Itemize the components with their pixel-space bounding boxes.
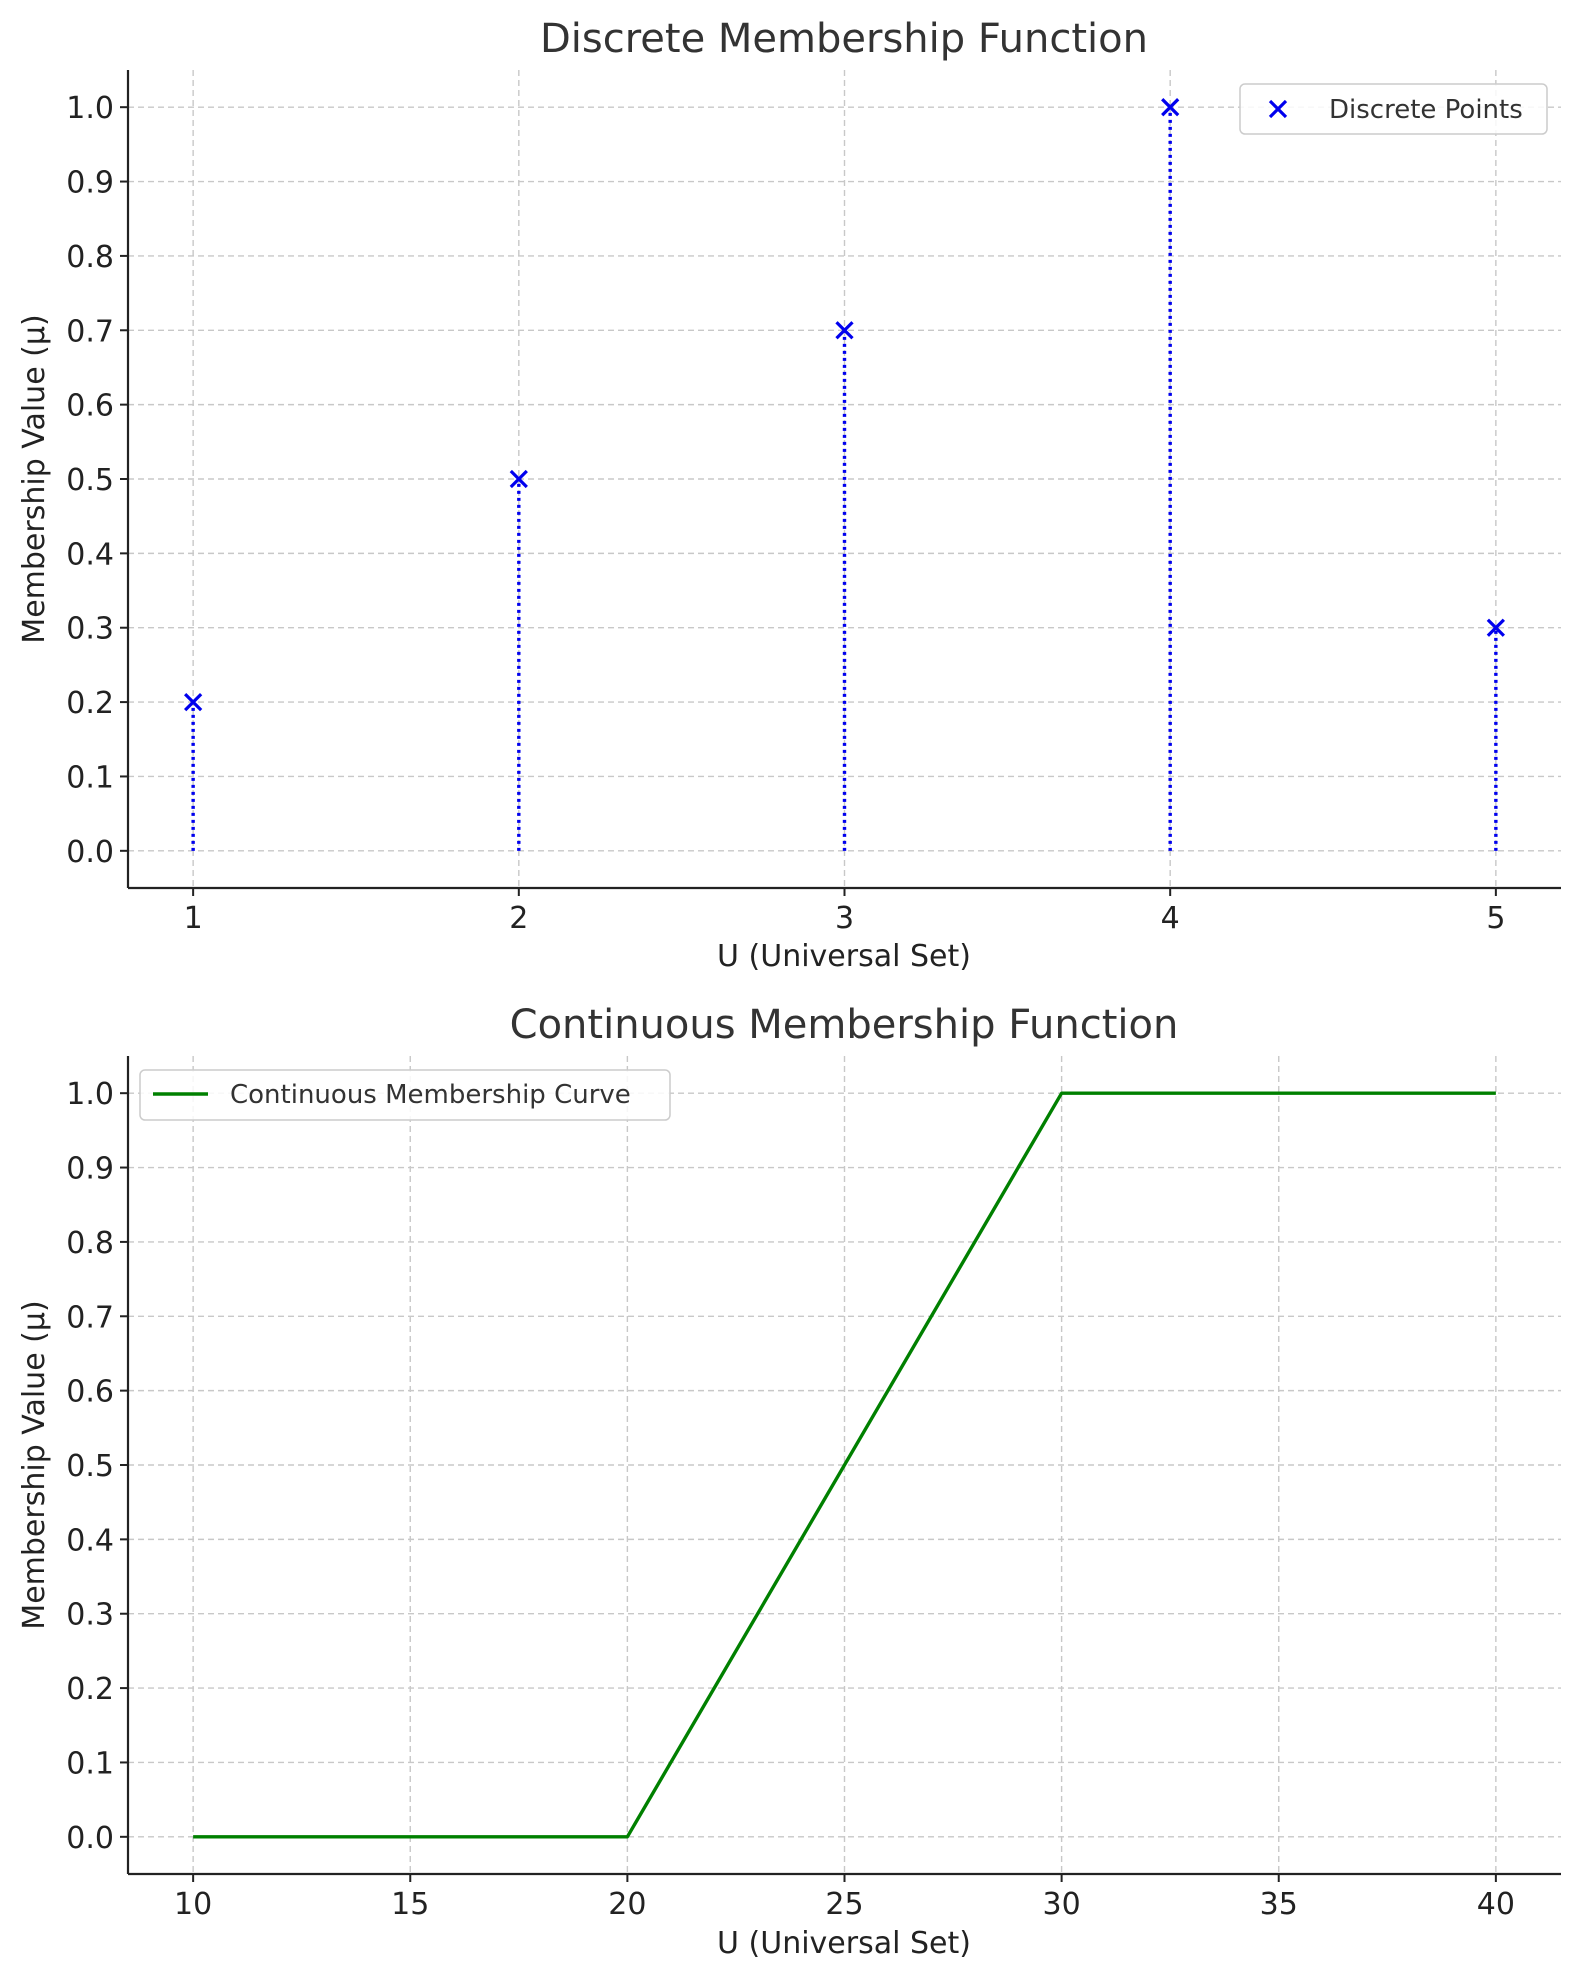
x-tick-label: 25 <box>825 1887 863 1922</box>
y-tick-label: 0.7 <box>66 1300 114 1335</box>
y-tick-label: 0.0 <box>66 1821 114 1856</box>
data-point-marker <box>835 321 854 340</box>
y-tick-label: 0.6 <box>66 1375 114 1410</box>
discrete-stems <box>191 107 1498 851</box>
discrete-x-ticks: 1 2 3 4 5 <box>184 888 1505 936</box>
y-tick-label: 0.9 <box>66 166 114 201</box>
y-tick-label: 0.3 <box>66 612 114 647</box>
discrete-y-ticks: 0.0 0.1 0.2 0.3 0.4 0.5 0.6 0.7 0.8 0.9 1.0 <box>66 91 128 870</box>
y-tick-label: 0.7 <box>66 314 114 349</box>
discrete-legend-label: Discrete Points <box>1329 95 1523 125</box>
continuous-y-ticks: 0.0 0.1 0.2 0.3 0.4 0.5 0.6 0.7 0.8 0.9 1.0 <box>66 1077 128 1856</box>
discrete-legend: Discrete Points <box>1239 83 1548 135</box>
y-tick-label: 0.5 <box>66 463 114 498</box>
y-tick-label: 0.6 <box>66 389 114 424</box>
continuous-legend-label: Continuous Membership Curve <box>230 1080 631 1110</box>
x-tick-label: 2 <box>509 901 528 936</box>
y-tick-label: 0.2 <box>66 1672 114 1707</box>
data-point-marker <box>509 469 528 489</box>
y-tick-label: 0.4 <box>66 1523 114 1558</box>
x-tick-label: 4 <box>1161 901 1180 936</box>
discrete-y-axis-label: Membership Value (μ) <box>17 314 52 643</box>
continuous-legend-box <box>139 1069 671 1121</box>
y-tick-label: 0.8 <box>66 1226 114 1261</box>
data-point-marker <box>1486 618 1505 637</box>
x-tick-label: 5 <box>1486 901 1505 936</box>
continuous-x-axis-label: U (Universal Set) <box>717 1926 971 1961</box>
continuous-chart-panel: 10 15 20 25 30 35 40 0.00.10.20.30.40.50.60.70… <box>17 1002 1561 1961</box>
data-point-marker <box>1161 98 1180 117</box>
y-tick-label: 0.8 <box>66 240 114 275</box>
x-tick-label: 30 <box>1043 1887 1081 1922</box>
y-tick-label: 0.2 <box>66 686 114 721</box>
y-tick-label: 0.4 <box>66 537 114 572</box>
continuous-legend: Continuous Membership Curve <box>139 1069 671 1121</box>
continuous-x-ticks: 10 15 20 25 30 35 40 <box>174 1874 1515 1922</box>
x-tick-label: 20 <box>608 1887 646 1922</box>
x-tick-label: 40 <box>1477 1887 1515 1922</box>
x-tick-label: 3 <box>835 901 854 936</box>
discrete-chart-title: Discrete Membership Function <box>540 16 1148 62</box>
y-tick-label: 0.3 <box>66 1598 114 1633</box>
discrete-x-axis-label: U (Universal Set) <box>717 939 971 974</box>
discrete-legend-box <box>1239 83 1548 135</box>
continuous-y-axis-label: Membership Value (μ) <box>17 1300 52 1629</box>
x-tick-label: 35 <box>1260 1887 1298 1922</box>
x-tick-label: 15 <box>391 1887 429 1922</box>
y-tick-label: 1.0 <box>66 91 114 126</box>
continuous-line-layer <box>193 1091 1496 1839</box>
data-point-marker <box>184 692 203 712</box>
y-tick-label: 0.1 <box>66 1746 114 1781</box>
x-tick-label: 1 <box>184 901 203 936</box>
y-tick-label: 0.9 <box>66 1152 114 1187</box>
discrete-markers <box>184 98 1505 712</box>
y-tick-label: 0.1 <box>66 760 114 795</box>
y-tick-label: 0.0 <box>66 835 114 870</box>
continuous-chart-title: Continuous Membership Function <box>510 1002 1179 1048</box>
y-tick-label: 0.5 <box>66 1449 114 1484</box>
series-line <box>193 1091 1496 1839</box>
y-tick-label: 1.0 <box>66 1077 114 1112</box>
x-tick-label: 10 <box>174 1887 212 1922</box>
discrete-legend-marker-icon <box>1268 99 1288 119</box>
